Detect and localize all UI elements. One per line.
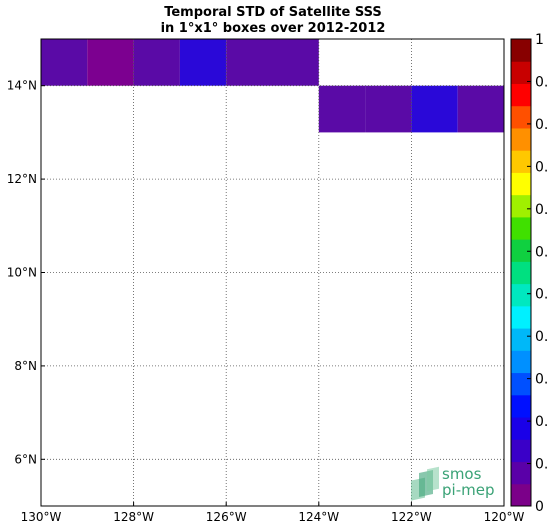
x-tick-label: 124°W: [298, 510, 339, 524]
colorbar-swatch-9: [511, 283, 531, 307]
colorbar-swatch-17: [511, 105, 531, 129]
y-tick-label: 6°N: [14, 452, 37, 466]
colorbar-swatch-7: [511, 328, 531, 351]
colorbar-swatch-14: [511, 172, 531, 196]
colorbar-ticks: 1 0. 0. 0. 0. 0. 0. 0. 0. 0. 0. 0: [527, 32, 548, 515]
x-tick-label: 126°W: [206, 510, 247, 524]
data-cell-5: [272, 39, 319, 86]
colorbar-swatch-3: [511, 417, 531, 440]
data-cell-4: [226, 39, 273, 86]
chart-subtitle: in 1°x1° boxes over 2012-2012: [161, 21, 386, 36]
colorbar-tick-label: 0.: [535, 372, 548, 388]
data-cell-9: [457, 85, 504, 133]
colorbar-swatch-1: [511, 461, 531, 485]
data-cells: [41, 39, 504, 133]
colorbar-tick-label: 0.: [535, 329, 548, 345]
data-cell-8: [411, 85, 458, 133]
colorbar-swatch-8: [511, 305, 531, 329]
colorbar-tick-label: 0.: [535, 457, 548, 473]
logo-mark-icon: [411, 466, 439, 501]
colorbar-swatch-5: [511, 372, 531, 396]
colorbar-tick-label: 0.: [535, 287, 548, 303]
colorbar-tick-label: 0.: [535, 244, 548, 260]
chart-title: Temporal STD of Satellite SSS: [164, 5, 382, 20]
x-axis: 130°W 128°W 126°W 124°W 122°W 120°W: [21, 502, 525, 524]
y-tick-label: 14°N: [7, 79, 37, 93]
data-cell-7: [365, 85, 412, 133]
x-tick-label: 120°W: [484, 510, 525, 524]
colorbar-swatch-4: [511, 394, 531, 418]
colorbar-swatch-0: [511, 483, 531, 507]
logo-line-2: pi-mep: [442, 481, 494, 499]
colorbar-swatch-11: [511, 239, 531, 262]
data-cell-0: [41, 39, 88, 86]
colorbar-swatch-10: [511, 261, 531, 285]
colorbar-swatches: [511, 39, 531, 507]
colorbar-swatch-19: [511, 61, 531, 84]
data-cell-6: [318, 85, 366, 133]
colorbar-tick-label: 0.: [535, 74, 548, 90]
x-tick-label: 122°W: [391, 510, 432, 524]
colorbar: 1 0. 0. 0. 0. 0. 0. 0. 0. 0. 0. 0: [510, 32, 548, 515]
data-cell-3: [179, 39, 227, 86]
data-cell-2: [133, 39, 180, 86]
colorbar-tick-label: 0.: [535, 117, 548, 133]
colorbar-swatch-2: [511, 439, 531, 463]
data-cell-1: [87, 39, 134, 86]
colorbar-tick-label: 0.: [535, 202, 548, 218]
x-tick-label: 130°W: [21, 510, 62, 524]
colorbar-swatch-20: [511, 39, 531, 62]
colorbar-swatch-13: [511, 194, 531, 218]
colorbar-tick-label: 1: [535, 32, 544, 48]
y-tick-label: 10°N: [7, 266, 37, 280]
colorbar-swatch-6: [511, 350, 531, 374]
colorbar-tick-label: 0: [535, 499, 544, 515]
y-tick-label: 12°N: [7, 172, 37, 186]
plot-area: 130°W 128°W 126°W 124°W 122°W 120°W 6°N 8°N 10°…: [7, 38, 525, 524]
smos-pi-mep-logo: smos pi-mep: [411, 465, 494, 501]
x-tick-label: 128°W: [113, 510, 154, 524]
colorbar-tick-label: 0.: [535, 414, 548, 430]
colorbar-swatch-16: [511, 127, 531, 151]
grid-lines: [41, 39, 504, 506]
colorbar-swatch-12: [511, 216, 531, 240]
y-tick-label: 8°N: [14, 359, 37, 373]
colorbar-frame: [510, 38, 532, 507]
y-axis: 6°N 8°N 10°N 12°N 14°N: [7, 79, 45, 466]
colorbar-swatch-18: [511, 83, 531, 107]
colorbar-swatch-15: [511, 150, 531, 173]
colorbar-tick-label: 0.: [535, 159, 548, 175]
logo-line-1: smos: [442, 465, 482, 483]
